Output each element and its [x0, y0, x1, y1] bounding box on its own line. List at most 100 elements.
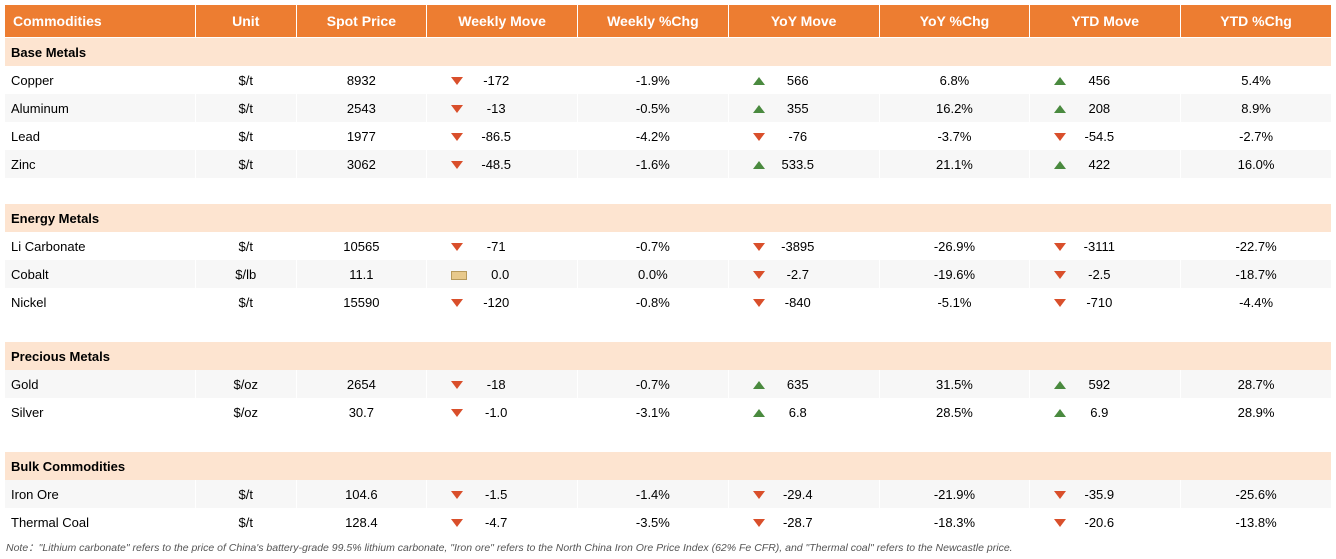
ytd-chg-cell: -25.6%	[1181, 480, 1332, 508]
ytd-chg-cell: 28.9%	[1181, 398, 1332, 426]
ytd-chg-cell: -18.7%	[1181, 260, 1332, 288]
ytd-move-cell: 6.9	[1030, 398, 1181, 426]
yoy-move-cell: -3895	[728, 232, 879, 260]
spot-cell: 3062	[296, 150, 427, 178]
spot-cell: 2543	[296, 94, 427, 122]
table-row: Cobalt$/lb11.10.00.0%-2.7-19.6%-2.5-18.7…	[5, 260, 1332, 288]
arrow-up-icon	[753, 105, 765, 113]
arrow-up-icon	[1054, 381, 1066, 389]
ytd-chg-cell: 16.0%	[1181, 150, 1332, 178]
arrow-down-icon	[451, 133, 463, 141]
commodity-name: Iron Ore	[5, 480, 196, 508]
ytd-chg-cell: -13.8%	[1181, 508, 1332, 536]
weekly-chg-cell: -1.4%	[577, 480, 728, 508]
commodity-name: Cobalt	[5, 260, 196, 288]
table-row: Aluminum$/t2543-13-0.5%35516.2%2088.9%	[5, 94, 1332, 122]
yoy-move-cell: -840	[728, 288, 879, 316]
section-header: Precious Metals	[5, 342, 1332, 370]
section-title: Energy Metals	[5, 204, 1332, 232]
commodity-name: Nickel	[5, 288, 196, 316]
yoy-chg-cell: -18.3%	[879, 508, 1030, 536]
arrow-down-icon	[753, 133, 765, 141]
yoy-move-cell: 533.5	[728, 150, 879, 178]
section-title: Base Metals	[5, 38, 1332, 67]
spot-cell: 1977	[296, 122, 427, 150]
yoy-move-cell: 355	[728, 94, 879, 122]
ytd-chg-cell: -4.4%	[1181, 288, 1332, 316]
col-ymove: YoY Move	[728, 5, 879, 38]
yoy-chg-cell: 31.5%	[879, 370, 1030, 398]
arrow-down-icon	[451, 243, 463, 251]
arrow-down-icon	[753, 271, 765, 279]
weekly-chg-cell: 0.0%	[577, 260, 728, 288]
spot-cell: 11.1	[296, 260, 427, 288]
ytd-move-cell: -35.9	[1030, 480, 1181, 508]
arrow-up-icon	[1054, 409, 1066, 417]
weekly-move-cell: -18	[427, 370, 578, 398]
ytd-chg-cell: 28.7%	[1181, 370, 1332, 398]
table-row: Iron Ore$/t104.6-1.5-1.4%-29.4-21.9%-35.…	[5, 480, 1332, 508]
unit-cell: $/t	[196, 66, 297, 94]
col-wmove: Weekly Move	[427, 5, 578, 38]
unit-cell: $/t	[196, 508, 297, 536]
section-header: Bulk Commodities	[5, 452, 1332, 480]
unit-cell: $/t	[196, 122, 297, 150]
col-ytdchg: YTD %Chg	[1181, 5, 1332, 38]
weekly-chg-cell: -1.6%	[577, 150, 728, 178]
col-wchg: Weekly %Chg	[577, 5, 728, 38]
arrow-down-icon	[1054, 243, 1066, 251]
table-row: Li Carbonate$/t10565-71-0.7%-3895-26.9%-…	[5, 232, 1332, 260]
arrow-down-icon	[451, 381, 463, 389]
yoy-chg-cell: -21.9%	[879, 480, 1030, 508]
yoy-move-cell: -76	[728, 122, 879, 150]
table-body: Base MetalsCopper$/t8932-172-1.9%5666.8%…	[5, 38, 1332, 537]
arrow-up-icon	[1054, 77, 1066, 85]
yoy-chg-cell: -26.9%	[879, 232, 1030, 260]
weekly-chg-cell: -3.5%	[577, 508, 728, 536]
yoy-chg-cell: -19.6%	[879, 260, 1030, 288]
unit-cell: $/oz	[196, 398, 297, 426]
arrow-up-icon	[1054, 105, 1066, 113]
table-row: Thermal Coal$/t128.4-4.7-3.5%-28.7-18.3%…	[5, 508, 1332, 536]
ytd-chg-cell: -22.7%	[1181, 232, 1332, 260]
commodity-name: Thermal Coal	[5, 508, 196, 536]
weekly-move-cell: -120	[427, 288, 578, 316]
weekly-move-cell: -48.5	[427, 150, 578, 178]
section-header: Energy Metals	[5, 204, 1332, 232]
weekly-move-cell: -4.7	[427, 508, 578, 536]
weekly-chg-cell: -0.7%	[577, 232, 728, 260]
commodity-name: Silver	[5, 398, 196, 426]
weekly-chg-cell: -1.9%	[577, 66, 728, 94]
table-row: Nickel$/t15590-120-0.8%-840-5.1%-710-4.4…	[5, 288, 1332, 316]
table-row: Lead$/t1977-86.5-4.2%-76-3.7%-54.5-2.7%	[5, 122, 1332, 150]
ytd-chg-cell: 8.9%	[1181, 94, 1332, 122]
arrow-down-icon	[451, 519, 463, 527]
col-commodities: Commodities	[5, 5, 196, 38]
commodity-name: Aluminum	[5, 94, 196, 122]
col-spot: Spot Price	[296, 5, 427, 38]
unit-cell: $/t	[196, 150, 297, 178]
arrow-down-icon	[451, 161, 463, 169]
ytd-move-cell: -3111	[1030, 232, 1181, 260]
unit-cell: $/t	[196, 288, 297, 316]
ytd-move-cell: -54.5	[1030, 122, 1181, 150]
section-header: Base Metals	[5, 38, 1332, 67]
arrow-up-icon	[753, 409, 765, 417]
arrow-down-icon	[451, 77, 463, 85]
spot-cell: 8932	[296, 66, 427, 94]
yoy-move-cell: 566	[728, 66, 879, 94]
table-row: Zinc$/t3062-48.5-1.6%533.521.1%42216.0%	[5, 150, 1332, 178]
col-ychg: YoY %Chg	[879, 5, 1030, 38]
unit-cell: $/oz	[196, 370, 297, 398]
arrow-down-icon	[753, 519, 765, 527]
weekly-chg-cell: -0.8%	[577, 288, 728, 316]
commodities-table: Commodities Unit Spot Price Weekly Move …	[4, 4, 1332, 536]
arrow-up-icon	[753, 161, 765, 169]
spot-cell: 104.6	[296, 480, 427, 508]
commodity-name: Copper	[5, 66, 196, 94]
ytd-move-cell: 422	[1030, 150, 1181, 178]
weekly-move-cell: -86.5	[427, 122, 578, 150]
arrow-down-icon	[753, 243, 765, 251]
yoy-chg-cell: -3.7%	[879, 122, 1030, 150]
arrow-up-icon	[753, 381, 765, 389]
